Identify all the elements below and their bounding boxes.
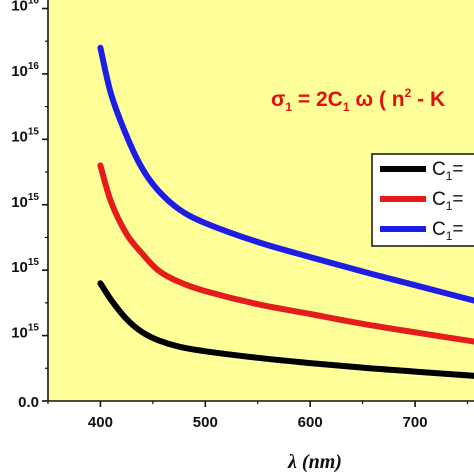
- y-tick-label: 1015: [11, 126, 39, 145]
- series-line-1: [97, 280, 474, 379]
- x-axis-label: λ (nm): [287, 451, 342, 473]
- series-line-2: [97, 162, 474, 345]
- y-tick-label: 1015: [11, 192, 39, 211]
- y-tick-label: 0.0: [18, 394, 39, 411]
- y-tick-label: 1016: [11, 0, 39, 15]
- eq-sub-1: 1: [285, 100, 292, 114]
- x-axis: 400 500 600 700: [47, 400, 474, 431]
- eq-superscript: 2: [405, 86, 412, 100]
- series-line-3: [97, 44, 474, 304]
- eq-sub-2: 1: [343, 100, 350, 114]
- legend-label-3: C1=: [432, 219, 464, 243]
- eq-sigma: σ: [271, 88, 285, 111]
- x-tick-label: 400: [88, 414, 113, 431]
- x-tick-label: 700: [403, 414, 428, 431]
- x-tick-label: 500: [193, 414, 218, 431]
- series-layer: [97, 44, 474, 379]
- legend: C1= C1= C1=: [371, 153, 474, 247]
- eq-middle: = 2C: [292, 88, 343, 111]
- y-tick-label: 1015: [11, 257, 39, 276]
- equation-annotation: σ1 = 2C1 ω ( n2 - K: [271, 86, 445, 114]
- y-axis: 0.0 1015 1015 1015 1015 1016 1016: [11, 0, 49, 411]
- legend-label-2: C1=: [432, 189, 464, 213]
- x-tick-label: 600: [298, 414, 323, 431]
- eq-omega: ω ( n: [350, 88, 405, 111]
- y-tick-label: 1016: [11, 61, 39, 80]
- eq-tail: - K: [411, 88, 445, 111]
- y-tick-label: 1015: [11, 323, 39, 342]
- legend-label-1: C1=: [432, 159, 464, 183]
